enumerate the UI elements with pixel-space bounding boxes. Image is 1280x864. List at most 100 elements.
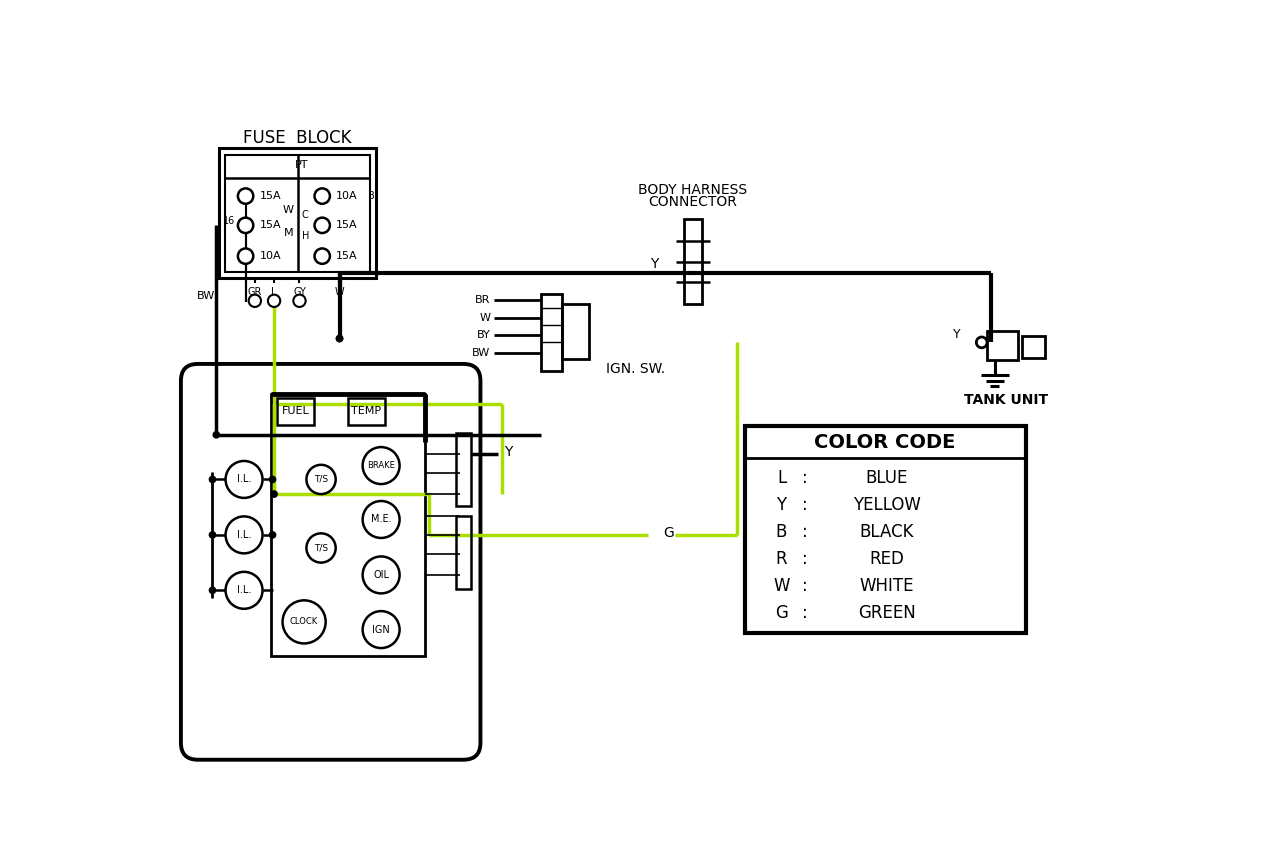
Circle shape bbox=[212, 431, 220, 439]
Text: CONNECTOR: CONNECTOR bbox=[649, 195, 737, 209]
Text: 16: 16 bbox=[223, 217, 234, 226]
Circle shape bbox=[225, 572, 262, 609]
Text: 10A: 10A bbox=[260, 251, 282, 261]
Circle shape bbox=[268, 295, 280, 307]
Bar bbox=[684, 219, 703, 304]
Text: T/S: T/S bbox=[314, 543, 328, 552]
Bar bbox=[745, 426, 1025, 633]
Text: GREEN: GREEN bbox=[858, 604, 916, 622]
Text: YELLOW: YELLOW bbox=[852, 496, 920, 514]
Circle shape bbox=[315, 218, 330, 233]
Bar bbox=[348, 397, 385, 425]
Text: R: R bbox=[776, 550, 787, 568]
Text: :: : bbox=[801, 469, 808, 487]
Circle shape bbox=[335, 334, 343, 342]
Bar bbox=[456, 433, 471, 506]
Text: I.L.: I.L. bbox=[237, 585, 251, 595]
Text: FUEL: FUEL bbox=[282, 406, 310, 416]
Text: Y: Y bbox=[650, 257, 659, 270]
Circle shape bbox=[225, 461, 262, 498]
Text: B: B bbox=[776, 523, 787, 541]
Text: CLOCK: CLOCK bbox=[291, 618, 319, 626]
Circle shape bbox=[238, 188, 253, 204]
Text: B: B bbox=[369, 191, 375, 201]
Text: GR: GR bbox=[247, 288, 262, 297]
Text: PT: PT bbox=[294, 161, 308, 170]
Circle shape bbox=[335, 334, 343, 342]
Circle shape bbox=[209, 475, 216, 483]
Circle shape bbox=[293, 295, 306, 307]
Circle shape bbox=[362, 556, 399, 594]
Circle shape bbox=[269, 475, 276, 483]
Text: TANK UNIT: TANK UNIT bbox=[964, 393, 1048, 407]
Text: 15A: 15A bbox=[260, 220, 282, 231]
Text: 15A: 15A bbox=[337, 220, 357, 231]
Text: T/S: T/S bbox=[314, 475, 328, 484]
Text: BRAKE: BRAKE bbox=[367, 461, 396, 470]
Text: H: H bbox=[302, 231, 308, 241]
Text: BODY HARNESS: BODY HARNESS bbox=[639, 183, 748, 197]
Circle shape bbox=[209, 587, 216, 594]
Text: :: : bbox=[801, 550, 808, 568]
Circle shape bbox=[283, 600, 325, 644]
Circle shape bbox=[315, 188, 330, 204]
Text: G: G bbox=[664, 526, 675, 540]
Text: BR: BR bbox=[475, 295, 490, 305]
Bar bbox=[1021, 336, 1044, 358]
Text: W: W bbox=[283, 205, 294, 215]
Circle shape bbox=[306, 465, 335, 494]
Text: BLUE: BLUE bbox=[865, 469, 909, 487]
Text: G: G bbox=[776, 604, 788, 622]
Text: :: : bbox=[801, 496, 808, 514]
Bar bbox=[271, 394, 425, 656]
Text: RED: RED bbox=[869, 550, 905, 568]
Text: :: : bbox=[801, 576, 808, 594]
Text: 15A: 15A bbox=[260, 191, 282, 201]
Text: :: : bbox=[801, 604, 808, 622]
Text: L: L bbox=[271, 288, 276, 297]
Circle shape bbox=[362, 501, 399, 538]
Text: L: L bbox=[777, 469, 786, 487]
Text: COLOR CODE: COLOR CODE bbox=[814, 433, 956, 452]
Text: I.L.: I.L. bbox=[237, 530, 251, 540]
Text: :: : bbox=[801, 523, 808, 541]
Text: W: W bbox=[480, 313, 490, 323]
Bar bbox=[225, 155, 370, 271]
Text: M.E.: M.E. bbox=[371, 514, 392, 524]
Circle shape bbox=[315, 249, 330, 264]
Circle shape bbox=[270, 490, 278, 498]
Text: TEMP: TEMP bbox=[352, 406, 381, 416]
Bar bbox=[562, 304, 589, 359]
Text: OIL: OIL bbox=[372, 570, 389, 580]
Text: Y: Y bbox=[777, 496, 787, 514]
Circle shape bbox=[362, 447, 399, 484]
Text: C: C bbox=[302, 210, 308, 219]
Circle shape bbox=[248, 295, 261, 307]
Text: BW: BW bbox=[196, 291, 215, 302]
Text: GY: GY bbox=[293, 288, 306, 297]
Text: BY: BY bbox=[476, 330, 490, 340]
Text: 10A: 10A bbox=[337, 191, 357, 201]
Text: BW: BW bbox=[472, 348, 490, 359]
Text: W: W bbox=[773, 576, 790, 594]
Bar bbox=[219, 149, 376, 277]
Bar bbox=[987, 331, 1018, 360]
Circle shape bbox=[306, 533, 335, 562]
Circle shape bbox=[209, 531, 216, 539]
Circle shape bbox=[225, 517, 262, 553]
Bar bbox=[278, 397, 314, 425]
Text: IGN: IGN bbox=[372, 625, 390, 634]
Circle shape bbox=[238, 218, 253, 233]
Circle shape bbox=[977, 337, 987, 348]
Text: IGN. SW.: IGN. SW. bbox=[605, 362, 666, 377]
Text: W: W bbox=[334, 288, 344, 297]
Text: M: M bbox=[283, 228, 293, 238]
Text: I.L.: I.L. bbox=[237, 474, 251, 485]
Text: Y: Y bbox=[952, 328, 960, 341]
Text: Y: Y bbox=[504, 446, 513, 460]
Circle shape bbox=[269, 531, 276, 539]
Bar bbox=[540, 294, 562, 371]
Circle shape bbox=[362, 611, 399, 648]
Bar bbox=[456, 516, 471, 588]
Text: BLACK: BLACK bbox=[860, 523, 914, 541]
